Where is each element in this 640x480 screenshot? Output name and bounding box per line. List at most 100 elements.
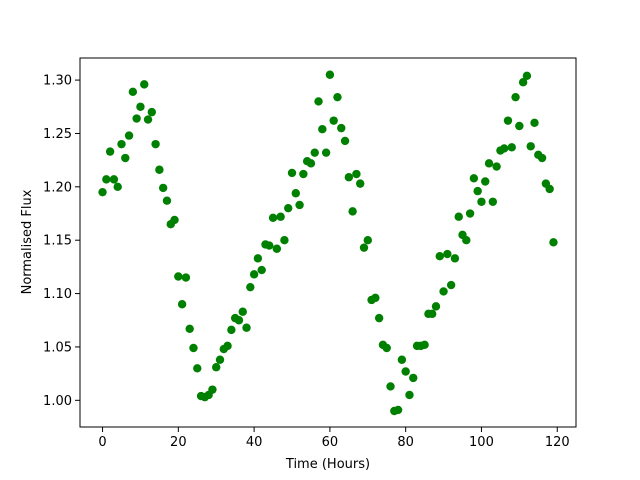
point xyxy=(371,293,380,303)
point xyxy=(310,148,319,157)
point xyxy=(238,307,247,316)
point xyxy=(136,102,145,111)
point xyxy=(299,169,308,179)
point xyxy=(117,139,126,149)
point xyxy=(405,390,414,400)
point xyxy=(484,159,494,168)
point xyxy=(321,148,331,157)
y-tick-label: 1.05 xyxy=(43,340,72,355)
x-tick-label: 100 xyxy=(469,435,494,450)
point xyxy=(337,123,346,133)
point xyxy=(280,236,289,245)
point xyxy=(325,70,335,79)
point xyxy=(465,209,475,218)
x-tick-label: 120 xyxy=(545,435,570,450)
point xyxy=(162,196,172,205)
point xyxy=(109,175,119,184)
point xyxy=(530,118,539,127)
point xyxy=(155,165,164,174)
point xyxy=(386,382,395,391)
point xyxy=(181,273,191,282)
point xyxy=(143,115,153,124)
point xyxy=(333,92,342,102)
point xyxy=(454,212,463,221)
point xyxy=(246,282,255,292)
point xyxy=(549,238,558,247)
axes-frame xyxy=(79,57,577,428)
point xyxy=(276,212,285,221)
point xyxy=(257,265,266,275)
point xyxy=(170,215,179,225)
point xyxy=(189,343,198,353)
y-axis-label: Normalised Flux xyxy=(20,189,35,294)
point xyxy=(507,143,516,152)
point xyxy=(329,116,338,125)
point xyxy=(499,144,509,153)
point xyxy=(401,367,410,376)
point xyxy=(102,175,111,184)
point xyxy=(234,316,244,325)
point xyxy=(473,186,482,196)
point xyxy=(193,364,202,373)
point xyxy=(503,116,513,125)
point xyxy=(212,363,221,372)
point xyxy=(249,270,259,279)
point xyxy=(128,87,138,97)
point xyxy=(295,200,304,210)
point xyxy=(140,80,149,89)
point xyxy=(272,244,282,253)
point xyxy=(511,92,520,102)
y-tick-label: 1.15 xyxy=(43,234,72,249)
point xyxy=(208,385,217,394)
point xyxy=(227,325,236,335)
x-tick-label: 80 xyxy=(397,435,414,450)
y-tick-label: 1.20 xyxy=(43,180,72,195)
point xyxy=(397,355,407,364)
point xyxy=(98,187,107,197)
point xyxy=(185,324,194,333)
point xyxy=(492,162,501,171)
point xyxy=(348,207,357,216)
point xyxy=(215,355,225,364)
point xyxy=(314,97,323,106)
point xyxy=(306,159,316,168)
point xyxy=(439,287,448,296)
point xyxy=(151,139,160,149)
point xyxy=(121,153,130,163)
x-tick-label: 40 xyxy=(246,435,263,450)
point xyxy=(450,254,460,263)
point xyxy=(340,136,350,146)
point xyxy=(409,373,418,383)
point xyxy=(363,236,372,245)
point xyxy=(318,124,327,134)
point xyxy=(147,107,157,117)
point xyxy=(113,182,122,192)
point xyxy=(469,174,479,183)
point xyxy=(223,341,232,351)
point xyxy=(344,173,354,182)
x-tick-label: 20 xyxy=(170,435,187,450)
point xyxy=(374,313,384,323)
point xyxy=(435,252,444,261)
point xyxy=(124,131,134,140)
point xyxy=(518,78,528,87)
x-axis-label: Time (Hours) xyxy=(285,457,370,472)
x-tick-label: 60 xyxy=(322,435,339,450)
point xyxy=(477,197,486,206)
point xyxy=(284,203,293,213)
point xyxy=(431,302,441,311)
point xyxy=(420,340,429,350)
point xyxy=(522,71,532,81)
point xyxy=(158,183,168,193)
point xyxy=(443,249,452,259)
point xyxy=(352,169,361,179)
point xyxy=(488,197,498,206)
point xyxy=(253,254,263,263)
y-tick-label: 1.00 xyxy=(43,394,72,409)
point xyxy=(177,300,187,309)
point xyxy=(526,142,535,151)
point xyxy=(481,177,490,186)
point xyxy=(515,121,524,131)
